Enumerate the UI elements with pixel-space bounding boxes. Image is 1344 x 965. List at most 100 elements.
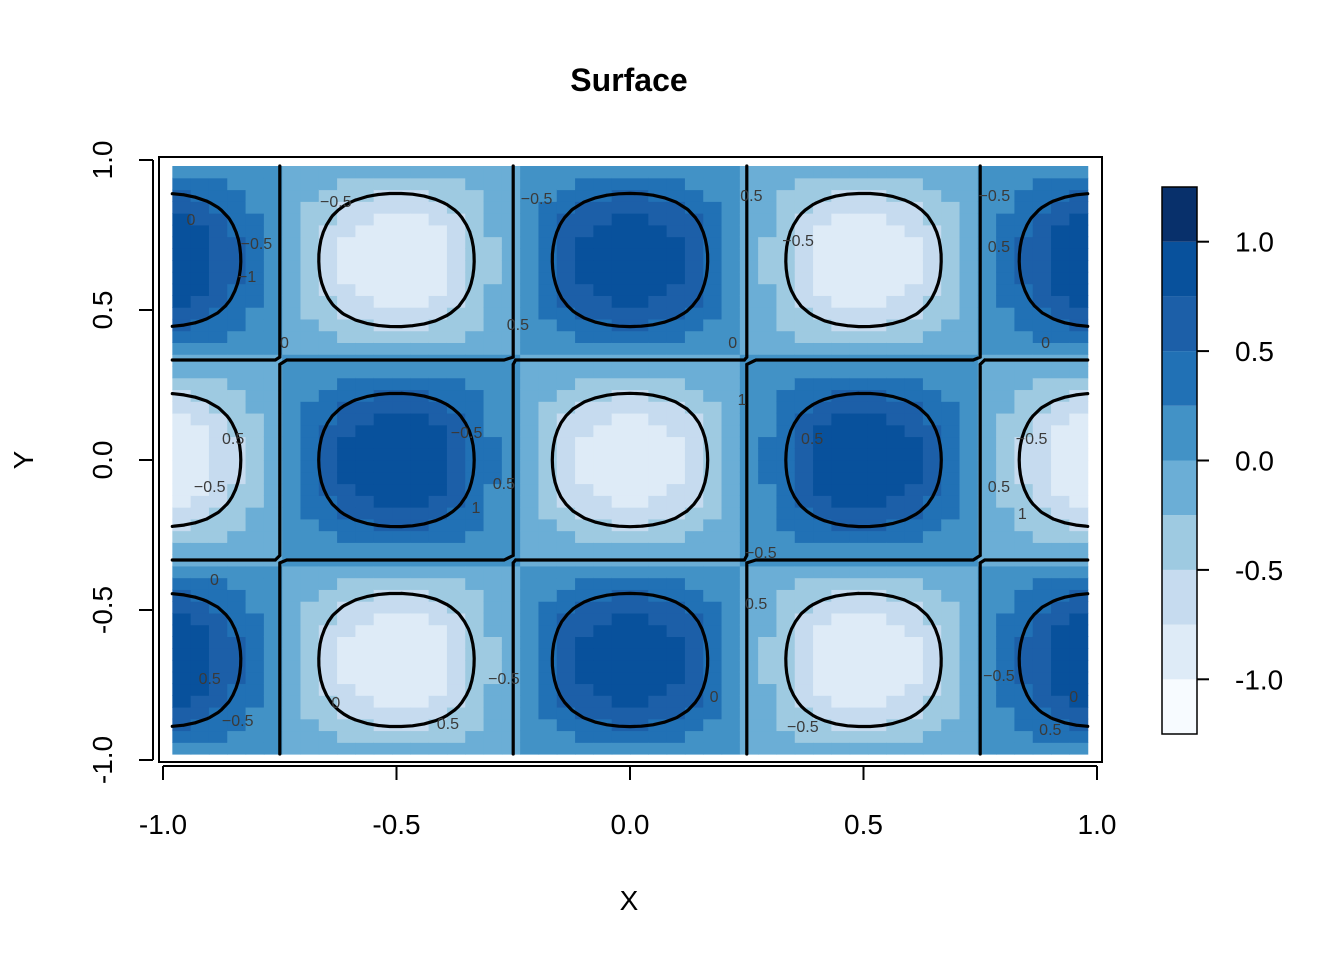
heatmap-cell (867, 401, 887, 414)
heatmap-cell (410, 695, 430, 708)
heatmap-cell (849, 659, 869, 673)
heatmap-cell (1032, 271, 1052, 285)
heatmap-cell (1051, 695, 1070, 708)
heatmap-cell (758, 213, 778, 226)
heatmap-cell (666, 648, 686, 661)
heatmap-cell (282, 424, 302, 438)
heatmap-cell (977, 730, 997, 743)
heatmap-cell (922, 507, 942, 520)
heatmap-cell (813, 742, 832, 755)
heatmap-cell (300, 518, 320, 532)
heatmap-cell (813, 648, 832, 661)
heatmap-cell (776, 318, 796, 332)
heatmap-cell (849, 471, 869, 485)
heatmap-cell (886, 730, 906, 743)
heatmap-cell (245, 695, 265, 708)
heatmap-cell (977, 213, 997, 226)
heatmap-cell (208, 448, 228, 461)
heatmap-cell (611, 236, 631, 249)
heatmap-cell (739, 354, 759, 367)
heatmap-cell (703, 412, 723, 426)
heatmap-cell (1032, 648, 1052, 661)
heatmap-cell (575, 460, 594, 473)
heatmap-cell (904, 683, 924, 696)
heatmap-cell (337, 624, 357, 637)
heatmap-cell (959, 401, 979, 414)
heatmap-cell (373, 260, 393, 273)
heatmap-cell (1014, 742, 1034, 755)
heatmap-cell (556, 342, 576, 355)
heatmap-cell (392, 483, 411, 496)
heatmap-cell (428, 224, 448, 238)
heatmap-cell (575, 448, 594, 461)
heatmap-cell (190, 342, 210, 355)
heatmap-cell (373, 730, 393, 743)
contour-label: 0.5 (199, 671, 221, 688)
heatmap-cell (922, 706, 942, 720)
heatmap-cell (318, 507, 338, 520)
heatmap-cell (373, 436, 393, 449)
heatmap-cell (392, 295, 411, 308)
heatmap-cell (739, 612, 759, 626)
heatmap-cell (886, 436, 906, 449)
heatmap-cell (373, 577, 393, 590)
heatmap-cell (172, 412, 192, 426)
heatmap-cell (483, 318, 503, 332)
heatmap-cell (904, 530, 924, 543)
heatmap-cell (282, 718, 302, 732)
heatmap-cell (392, 401, 411, 414)
heatmap-cell (208, 295, 228, 308)
contour-label: 0.5 (988, 239, 1010, 256)
heatmap-cell (886, 377, 906, 391)
heatmap-cell (520, 683, 540, 696)
heatmap-cell (996, 471, 1016, 485)
heatmap-cell (556, 742, 576, 755)
contour-label: 0.5 (988, 479, 1010, 496)
heatmap-cell (300, 365, 320, 379)
heatmap-cell (922, 601, 942, 614)
heatmap-cell (813, 612, 832, 626)
heatmap-cell (410, 213, 430, 226)
heatmap-cell (666, 683, 686, 696)
heatmap-cell (501, 330, 521, 343)
heatmap-cell (575, 213, 594, 226)
heatmap-cell (446, 318, 466, 332)
heatmap-cell (428, 424, 448, 438)
heatmap-cell (373, 483, 393, 496)
heatmap-cell (1051, 365, 1070, 379)
heatmap-cell (666, 671, 686, 685)
heatmap-cell (300, 401, 320, 414)
heatmap-cell (263, 295, 283, 308)
y-tick-label: 1.0 (87, 141, 118, 180)
contour-label: −0.5 (787, 719, 819, 736)
heatmap-cell (813, 377, 832, 391)
heatmap-cell (318, 330, 338, 343)
heatmap-cell (300, 166, 320, 179)
heatmap-cell (538, 412, 558, 426)
heatmap-cell (465, 318, 485, 332)
heatmap-cell (867, 460, 887, 473)
heatmap-cell (904, 201, 924, 214)
heatmap-cell (410, 742, 430, 755)
contour-label: −0.5 (782, 233, 814, 250)
heatmap-cell (373, 177, 393, 191)
heatmap-cell (904, 636, 924, 649)
heatmap-cell (941, 577, 961, 590)
heatmap-cell (849, 295, 869, 308)
heatmap-cell (977, 495, 997, 508)
heatmap-cell (501, 201, 521, 214)
heatmap-cell (941, 248, 961, 261)
heatmap-cell (355, 295, 375, 308)
heatmap-cell (520, 283, 540, 296)
heatmap-cell (959, 565, 979, 579)
heatmap-cell (593, 295, 613, 308)
heatmap-cell (630, 436, 649, 449)
heatmap-cell (538, 166, 558, 179)
heatmap-cell (593, 624, 613, 637)
heatmap-cell (813, 436, 832, 449)
heatmap-cell (977, 201, 997, 214)
heatmap-cell (941, 695, 961, 708)
heatmap-cell (392, 671, 411, 685)
heatmap-cell (904, 518, 924, 532)
heatmap-cell (922, 542, 942, 555)
